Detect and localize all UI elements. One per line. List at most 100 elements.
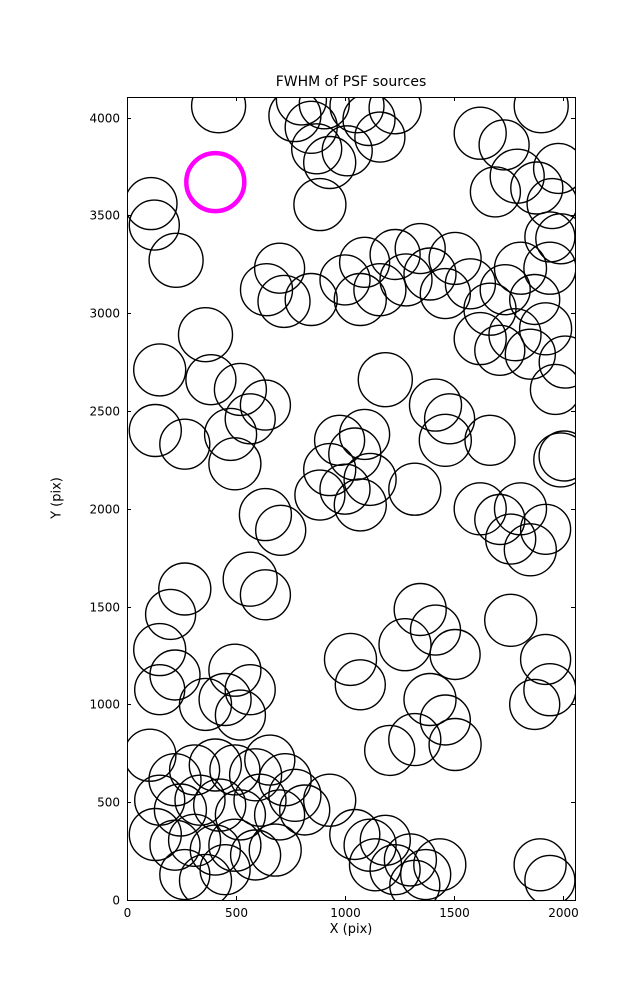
data-point-circle — [149, 649, 201, 701]
data-point-circle — [167, 813, 222, 867]
data-point-circle — [478, 119, 530, 171]
data-point-circle — [144, 588, 197, 641]
data-point-circle — [334, 659, 386, 711]
x-tick-label: 1000 — [330, 906, 361, 920]
y-tick-label: 0 — [112, 894, 120, 908]
y-tick-label: 3000 — [89, 307, 120, 321]
data-point-circle — [268, 768, 322, 822]
data-point-circle — [518, 302, 573, 356]
data-point-circle — [132, 622, 187, 677]
data-point-circle — [329, 97, 385, 134]
data-point-circle — [453, 106, 507, 160]
data-point-circle — [354, 111, 406, 163]
data-point-circle — [524, 211, 575, 263]
data-point-circle — [484, 593, 538, 647]
y-tick-label: 2000 — [89, 503, 120, 517]
data-point-circle — [383, 833, 438, 887]
data-point-circle — [342, 97, 396, 147]
x-tick-label: 0 — [124, 906, 132, 920]
x-axis-label: X (pix) — [329, 922, 373, 937]
data-point-circle — [303, 442, 357, 497]
data-point-circle — [128, 199, 181, 251]
data-point-circle — [214, 789, 267, 841]
data-point-circle — [428, 231, 482, 286]
data-point-circle — [524, 854, 575, 900]
data-point-circle — [538, 335, 575, 389]
data-point-circle — [519, 503, 572, 555]
data-point-circle — [189, 824, 242, 876]
data-point-circle — [388, 462, 442, 516]
data-point-circle — [338, 236, 391, 288]
data-point-circle — [279, 784, 331, 836]
x-tick-label: 1500 — [439, 906, 470, 920]
data-point-circle — [538, 430, 575, 482]
data-point-circle — [209, 744, 261, 796]
data-point-circle — [148, 232, 204, 288]
data-point-circle — [203, 407, 258, 462]
data-point-circle — [244, 734, 296, 786]
data-point-circle — [368, 97, 422, 135]
data-point-circle — [403, 247, 457, 301]
data-point-circle — [238, 487, 293, 542]
data-point-circle — [133, 664, 186, 716]
data-point-circle — [523, 241, 575, 295]
data-point-circle — [379, 253, 433, 307]
data-point-circle — [429, 628, 481, 681]
data-point-circle — [177, 307, 234, 363]
data-point-circle — [174, 774, 226, 826]
x-tick-label: 2000 — [548, 906, 579, 920]
data-point-circle — [229, 829, 282, 881]
data-point-circle — [239, 379, 292, 431]
data-point-circle — [509, 678, 561, 731]
y-tick-label: 500 — [97, 796, 120, 810]
data-point-circle — [127, 176, 178, 231]
data-point-circle — [453, 482, 507, 536]
y-tick-label: 1500 — [89, 601, 120, 615]
data-point-circle — [464, 414, 516, 466]
data-point-circle — [228, 748, 283, 802]
data-point-circle — [453, 311, 507, 366]
data-point-circle — [400, 848, 452, 900]
data-point-circle — [128, 403, 183, 458]
data-point-circle — [469, 166, 522, 218]
data-point-circle — [474, 324, 526, 376]
data-point-circle — [523, 663, 575, 717]
data-point-circle — [474, 493, 526, 546]
data-point-circle — [319, 254, 371, 306]
data-point-circle — [485, 513, 537, 565]
data-point-circle — [127, 728, 177, 782]
data-point-circle — [178, 677, 233, 732]
data-point-circle — [248, 823, 302, 877]
data-points-group — [127, 97, 575, 900]
data-point-circle — [504, 328, 556, 380]
data-point-circle — [185, 354, 237, 406]
data-point-circle — [428, 717, 482, 772]
data-point-circle — [479, 264, 531, 316]
data-point-circle — [253, 789, 306, 841]
data-point-circle — [403, 672, 457, 727]
y-tick-label: 4000 — [89, 112, 120, 126]
data-point-circle — [423, 393, 476, 445]
data-point-circle — [338, 408, 391, 461]
data-point-circle — [493, 241, 548, 295]
data-point-circle — [233, 773, 287, 827]
data-point-circle — [526, 177, 575, 230]
y-tick-label: 2500 — [89, 405, 120, 419]
data-point-circle — [369, 844, 421, 896]
data-point-circle — [159, 848, 211, 900]
data-point-circle — [303, 773, 357, 827]
data-point-circle — [532, 142, 575, 195]
data-point-circle — [132, 343, 187, 397]
data-point-circle — [533, 432, 575, 488]
data-point-circle — [190, 97, 247, 134]
data-point-circle — [529, 363, 575, 416]
data-point-circle — [275, 97, 328, 126]
data-point-circle — [168, 744, 221, 796]
data-point-circle — [199, 844, 251, 896]
data-point-circle — [488, 308, 542, 362]
data-point-circle — [419, 267, 471, 320]
data-point-circle — [348, 838, 403, 892]
axes-frame — [127, 97, 576, 901]
data-point-circle — [224, 393, 276, 445]
data-point-circle — [319, 463, 371, 515]
